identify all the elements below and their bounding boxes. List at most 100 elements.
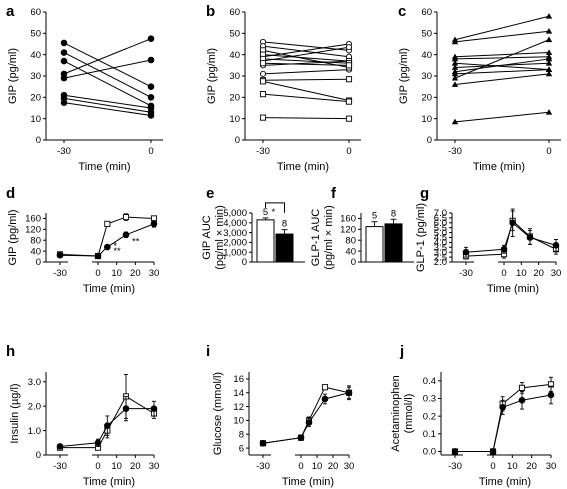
y-tick-label: 30: [421, 71, 432, 82]
panel-a: a 0 10 20 30 40 50 60 GIP (pg/ml) -30 0 Time (min): [6, 3, 163, 173]
x-tick-label: -30: [459, 268, 473, 279]
y-tick-label: 20: [421, 93, 432, 104]
data-point: [150, 405, 158, 412]
data-point: [150, 220, 158, 228]
x-tick-label: 0: [346, 146, 351, 157]
data-point: [499, 404, 506, 411]
series-line: [259, 66, 353, 77]
series-line: [56, 220, 158, 260]
x-tick-label: -30: [256, 461, 270, 472]
series-line: [259, 91, 353, 105]
data-point: [545, 60, 553, 66]
y-axis-label: Glucose (mmol/l): [212, 372, 224, 455]
data-point: [147, 83, 155, 90]
data-point: [451, 81, 459, 87]
data-point: [305, 419, 313, 426]
series-path: [63, 52, 152, 98]
y-tick-label: 160: [25, 214, 41, 225]
series-path: [262, 45, 350, 58]
series-line: [259, 78, 353, 104]
y-tick-label: 50: [30, 29, 41, 40]
y-tick-label: 8: [239, 429, 244, 440]
series-path: [262, 62, 350, 66]
data-point: [345, 44, 353, 51]
data-point: [545, 49, 553, 55]
x-tick-label: 0: [95, 268, 100, 279]
y-tick-label: 2.0: [434, 257, 447, 268]
series-path: [262, 54, 350, 62]
y-tick-label: 12: [233, 402, 244, 413]
y-tick-label: 160: [340, 214, 356, 225]
series-line: [60, 95, 155, 116]
y-tick-label: 3.0: [434, 247, 447, 258]
y-tick-label: 4.0: [434, 238, 447, 249]
series-path: [465, 221, 557, 253]
y-tick-label: 3.0: [28, 377, 41, 388]
x-tick-label: 10: [312, 461, 323, 472]
panel-label: i: [206, 343, 210, 360]
series-path: [454, 111, 550, 123]
y-axis-label-2: (pg/ml × min): [214, 205, 226, 270]
series-line: [451, 70, 553, 87]
y-tick-label: 80: [30, 235, 41, 246]
y-tick-label: 0.0: [423, 447, 436, 458]
data-point: [147, 112, 155, 119]
y-tick-label: 14: [233, 388, 244, 399]
y-tick-label: 0.2: [423, 411, 436, 422]
data-point: [545, 36, 553, 43]
series-line: [259, 76, 353, 84]
y-axis-label: GIP (pg/ml): [7, 209, 19, 265]
data-point: [451, 74, 459, 81]
significance-label: *: [272, 207, 276, 218]
series-path: [63, 94, 152, 109]
significance-bracket: *: [265, 202, 285, 218]
y-axis-label-2: (pg/ml × min): [323, 205, 335, 270]
series-path: [262, 78, 350, 81]
series-line: [259, 60, 353, 69]
data-point: [147, 94, 155, 101]
y-tick-label: 10: [421, 114, 432, 125]
y-tick-label: 1.0: [28, 426, 41, 437]
y-tick-label: 60: [421, 7, 432, 18]
y-tick-label: 6.0: [434, 218, 447, 229]
x-axis-label: Time (min): [83, 476, 135, 488]
x-tick-label: 20: [130, 268, 141, 279]
y-axis-label-2: (mmol/l): [403, 394, 415, 434]
y-tick-label: 1,000: [223, 247, 247, 258]
series-line: [56, 373, 158, 451]
y-tick-label: 60: [229, 7, 240, 18]
series-path: [63, 59, 152, 79]
y-axis-label: Insulin (µg/l): [9, 383, 21, 443]
series-line: [462, 210, 560, 260]
y-tick-label: 10: [233, 416, 244, 427]
data-point: [321, 395, 329, 403]
x-tick-label: 20: [526, 461, 537, 472]
data-point: [56, 443, 64, 450]
data-point: [552, 242, 560, 249]
significance-label: **: [132, 237, 140, 248]
series-path: [262, 80, 350, 102]
y-tick-label: 6: [239, 443, 244, 454]
panel-label: g: [420, 185, 429, 202]
series-path: [63, 97, 152, 113]
series-line: [60, 56, 155, 82]
panel-label: h: [6, 343, 15, 360]
x-axis-label: Time (min): [487, 283, 539, 295]
x-tick-label: -30: [57, 146, 71, 157]
series-line: [451, 66, 553, 77]
series-path: [262, 93, 350, 103]
data-point: [545, 55, 553, 62]
series-line: [451, 36, 553, 81]
bracket-line: [265, 202, 285, 213]
data-point: [345, 98, 353, 105]
data-point: [60, 74, 68, 82]
data-point: [545, 28, 553, 34]
series-path: [59, 223, 155, 257]
x-tick-label: -30: [256, 146, 270, 157]
bar: [365, 226, 384, 263]
series-path: [63, 60, 152, 107]
x-tick-label: 20: [130, 461, 141, 472]
x-tick-label: 10: [507, 461, 518, 472]
